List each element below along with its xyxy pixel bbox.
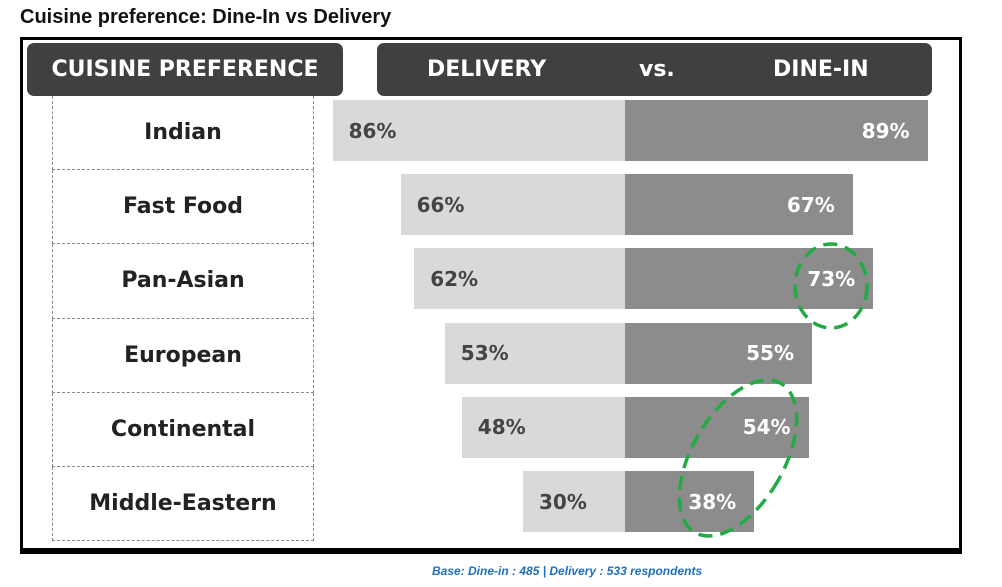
data-label-dine-in: 55% (746, 341, 794, 366)
bar-delivery: 62% (414, 248, 625, 310)
footnote: Base: Dine-in : 485 | Delivery : 533 res… (432, 564, 703, 578)
data-label-delivery: 48% (477, 415, 526, 440)
header-category-label: CUISINE PREFERENCE (51, 57, 319, 82)
bar-delivery: 86% (332, 100, 625, 161)
data-label-dine-in: 38% (688, 489, 737, 514)
bar-dine-in: 55% (625, 322, 812, 384)
chart-title: Cuisine preference: Dine-In vs Delivery (20, 6, 392, 28)
data-label-dine-in: 89% (861, 118, 910, 143)
data-label-delivery: 66% (416, 192, 465, 217)
bar-delivery: 53% (444, 322, 625, 384)
data-label-delivery: 30% (539, 489, 587, 514)
category-label: European (52, 318, 314, 393)
data-label-dine-in: 73% (807, 266, 856, 291)
chart-frame (20, 37, 962, 554)
header-dine-in: DINE-IN (773, 57, 869, 82)
data-label-dine-in: 54% (742, 415, 791, 440)
category-label: Fast Food (52, 170, 314, 245)
bar-dine-in: 73% (625, 248, 874, 310)
header-delivery: DELIVERY (427, 57, 547, 82)
header-series: DELIVERY vs. DINE-IN (377, 43, 932, 96)
category-label: Middle-Eastern (52, 467, 314, 542)
highlight-circle-pan-asian (793, 242, 869, 330)
bar-delivery: 66% (400, 174, 625, 236)
category-label: Indian (52, 96, 314, 171)
data-label-delivery: 86% (348, 118, 397, 143)
bar-dine-in: 38% (625, 471, 755, 532)
bar-delivery: 48% (461, 396, 625, 458)
bar-dine-in: 67% (625, 174, 853, 236)
header-category: CUISINE PREFERENCE (27, 43, 343, 96)
highlight-ellipse-continental-middle-eastern (677, 378, 799, 538)
data-label-delivery: 62% (430, 266, 479, 291)
bar-delivery: 30% (523, 471, 625, 532)
category-label: Pan-Asian (52, 244, 314, 319)
data-label-dine-in: 67% (786, 192, 835, 217)
bar-dine-in: 89% (625, 100, 928, 161)
header-vs: vs. (639, 57, 675, 82)
data-label-delivery: 53% (460, 341, 509, 366)
category-label: Continental (52, 392, 314, 467)
